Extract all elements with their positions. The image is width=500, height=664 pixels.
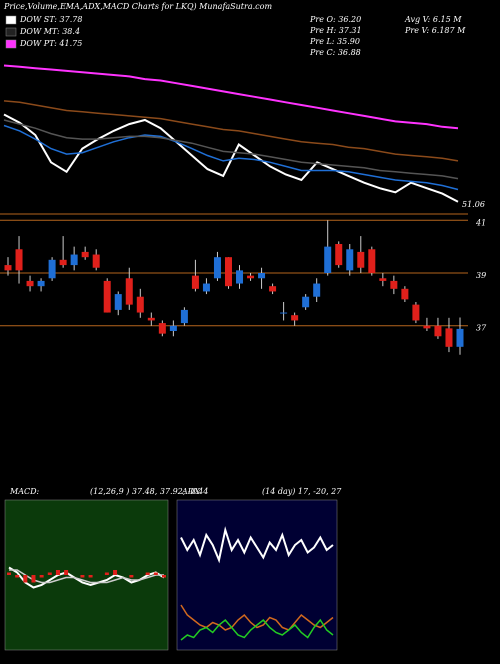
candle-body xyxy=(236,270,244,284)
candle-body xyxy=(423,325,431,329)
candle-body xyxy=(92,254,100,268)
histogram-bar xyxy=(129,575,134,578)
candle-body xyxy=(357,251,365,268)
histogram-bar xyxy=(55,570,60,575)
candle-body xyxy=(37,280,45,287)
candle-body xyxy=(15,249,23,271)
legend-text: DOW PT: 41.75 xyxy=(19,39,82,48)
histogram-bar xyxy=(15,575,20,578)
candle-body xyxy=(335,244,343,266)
histogram-bar xyxy=(104,572,109,575)
info-text: Avg V: 6.15 M xyxy=(404,15,462,24)
series-line xyxy=(3,64,459,130)
histogram-bar xyxy=(39,575,44,578)
info-text: Pre V: 6.187 M xyxy=(404,26,466,35)
histogram-bar xyxy=(23,575,28,583)
candle-body xyxy=(379,278,387,281)
info-text: Pre O: 36.20 xyxy=(309,15,361,24)
candle-body xyxy=(291,315,299,321)
panel-background xyxy=(4,499,169,651)
candle-body xyxy=(247,275,255,279)
series-line xyxy=(3,124,459,191)
y-tick-label: 37 xyxy=(476,324,487,333)
candle-body xyxy=(269,286,277,292)
candle-body xyxy=(280,312,288,314)
histogram-bar xyxy=(162,575,166,578)
legend-swatch xyxy=(5,15,17,25)
legend-swatch xyxy=(5,39,17,49)
candle-body xyxy=(390,280,398,289)
candle-body xyxy=(213,257,221,279)
candle-body xyxy=(169,325,177,331)
legend-swatch xyxy=(5,27,17,37)
candle-body xyxy=(81,251,89,258)
candle-body xyxy=(445,328,453,347)
histogram-bar xyxy=(153,572,158,575)
legend-text: DOW MT: 38.4 xyxy=(19,27,80,36)
info-text: Pre C: 36.88 xyxy=(309,48,361,57)
candle-body xyxy=(48,259,56,279)
candle-body xyxy=(368,249,376,273)
candle-body xyxy=(456,328,464,347)
candle-body xyxy=(191,275,199,289)
histogram-bar xyxy=(80,575,85,578)
series-line xyxy=(3,119,459,180)
title: Price,Volume,EMA,ADX,MACD Charts for LKQ… xyxy=(3,2,272,11)
histogram-bar xyxy=(113,570,118,575)
candle-body xyxy=(114,294,122,310)
candle-body xyxy=(59,259,67,266)
legend-text: DOW ST: 37.78 xyxy=(19,15,82,24)
candle-body xyxy=(401,288,409,300)
candle-body xyxy=(434,325,442,337)
y-tick-label: 41 xyxy=(475,218,486,227)
candle-body xyxy=(202,283,210,292)
panel-params: (12,26,9 ) 37.48, 37.92, -0.44 xyxy=(90,487,208,496)
series-line xyxy=(3,100,459,162)
histogram-bar xyxy=(64,570,69,575)
annotation: 51.06 xyxy=(462,200,485,209)
info-text: Pre H: 37.31 xyxy=(309,26,362,35)
candle-body xyxy=(125,278,133,305)
candle-body xyxy=(70,254,78,266)
candle-body xyxy=(258,273,266,279)
candle-body xyxy=(103,280,111,313)
histogram-bar xyxy=(47,572,52,575)
candle-body xyxy=(346,249,354,271)
histogram-bar xyxy=(7,572,11,575)
candle-body xyxy=(412,304,420,321)
panel-params: (14 day) 17, -20, 27 xyxy=(262,487,342,496)
histogram-bar xyxy=(88,575,93,578)
candle-body xyxy=(136,296,144,313)
panel-label: ADX xyxy=(181,487,200,496)
candle-body xyxy=(26,280,34,287)
panel-label: MACD: xyxy=(9,487,40,496)
series-line xyxy=(180,526,334,564)
info-text: Pre L: 35.90 xyxy=(309,37,360,46)
histogram-bar xyxy=(31,575,36,583)
candle-body xyxy=(302,296,310,308)
candle-body xyxy=(147,317,155,321)
candle-body xyxy=(313,283,321,297)
candle-body xyxy=(158,323,166,334)
candle-body xyxy=(4,265,12,271)
histogram-bar xyxy=(145,572,150,575)
series-line xyxy=(180,618,334,641)
y-tick-label: 39 xyxy=(476,271,486,280)
candle-body xyxy=(224,257,232,287)
candle-body xyxy=(324,246,332,273)
candle-body xyxy=(180,309,188,324)
